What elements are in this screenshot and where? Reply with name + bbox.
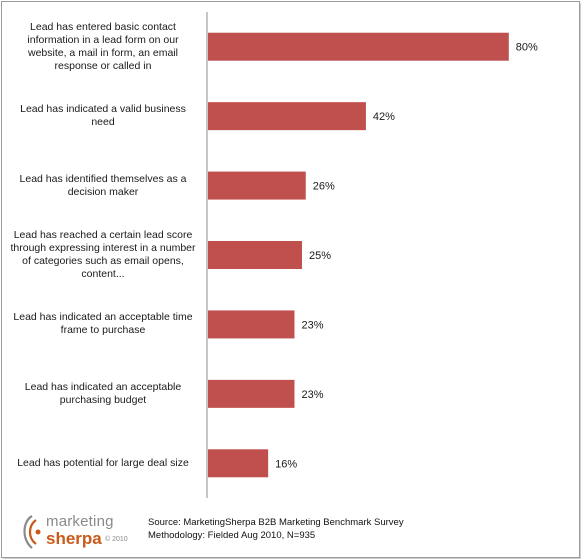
category-label: Lead has identified themselves as a deci… (19, 172, 187, 198)
logo-text-sherpa: sherpa (46, 529, 102, 548)
source-line: Source: MarketingSherpa B2B Marketing Be… (148, 517, 404, 528)
logo-symbol-icon (23, 515, 41, 549)
logo-text-marketing: marketing (46, 513, 114, 530)
bar (208, 241, 302, 269)
bar-value-label: 42% (373, 111, 395, 123)
marketingsherpa-logo: marketing sherpa © 2010 (16, 512, 151, 552)
bar (208, 102, 366, 131)
category-label: Lead has indicated a valid business need (20, 103, 186, 129)
bar-value-label: 80% (516, 42, 538, 54)
bar-value-label: 26% (313, 181, 335, 193)
logo-copyright: © 2010 (105, 536, 128, 543)
category-label: Lead has indicated an acceptable purchas… (24, 380, 182, 406)
bar (208, 310, 295, 339)
bar-value-label: 23% (301, 319, 323, 331)
category-label: Lead has potential for large deal size (17, 456, 189, 469)
bar-value-label: 16% (275, 458, 297, 470)
bar (208, 171, 306, 200)
methodology-line: Methodology: Fielded Aug 2010, N=935 (148, 530, 316, 541)
source-note: Source: MarketingSherpa B2B Marketing Be… (148, 516, 404, 542)
category-label: Lead has indicated an acceptable time fr… (13, 311, 193, 337)
bar (208, 379, 295, 408)
category-label: Lead has reached a certain lead score th… (10, 229, 196, 280)
bar (208, 449, 269, 478)
category-label: Lead has entered basic contact informati… (27, 20, 179, 72)
bar-value-label: 23% (301, 389, 323, 401)
bar-value-label: 25% (309, 250, 331, 262)
bar (208, 32, 509, 61)
bar-chart: 80% 42% 26% 25% 23% 23% 16% (206, 12, 538, 498)
